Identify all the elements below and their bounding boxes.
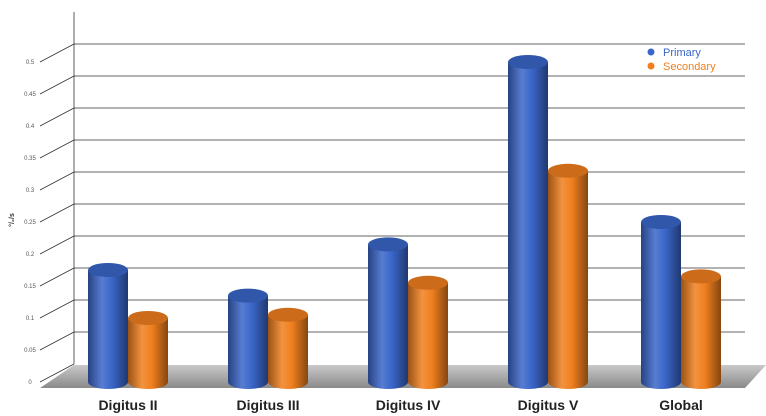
x-tick-label: Digitus V [518,397,579,413]
bar-top [88,263,128,277]
bar-secondary-digitus-v [548,163,588,389]
gridline-diagonal [39,171,75,191]
bar-body [681,276,721,389]
bar-body [508,62,548,389]
bar-body [88,270,128,389]
bar-top [228,288,268,303]
x-tick-label: Digitus II [98,397,157,413]
y-tick-label: 0.15 [24,284,36,290]
legend-label-primary: Primary [663,47,701,59]
bar-top [681,269,721,284]
bar-top [641,215,681,229]
x-tick-label: Digitus IV [376,397,441,413]
bar-secondary-digitus-iv [408,275,448,389]
gridline-diagonal [39,139,75,159]
bar-primary-digitus-iv [368,237,408,389]
gridline-diagonal [39,43,75,63]
x-tick-label: Global [659,397,703,413]
y-tick-label: 0.5 [26,60,35,66]
bar-primary-digitus-v [508,55,548,389]
gridline-diagonal [39,299,75,319]
bar-top [268,307,308,322]
bar-body [268,314,308,389]
y-tick-label: 0.25 [24,220,36,226]
bar-secondary-global [681,269,721,389]
gridline-diagonal [39,363,75,383]
bar-top [508,55,548,69]
y-axis-label: °/₂/s [8,213,16,227]
bar-secondary-digitus-iii [268,307,308,389]
legend-marker-secondary [647,62,655,70]
gridline-diagonal [39,331,75,351]
bar-body [368,244,408,389]
y-tick-label: 0.2 [26,252,35,258]
gridline-diagonal [39,107,75,127]
bar-primary-global [641,215,681,389]
y-tick-label: 0 [28,380,32,386]
y-tick-label: 0.35 [24,156,36,162]
bar-top [548,163,588,178]
bar-body [408,282,448,389]
bar-secondary-digitus-ii [128,311,168,389]
y-tick-label: 0.05 [24,348,36,354]
bar-primary-digitus-iii [228,288,268,389]
bar-body [641,222,681,389]
y-tick-label: 0.4 [26,124,35,130]
bar-body [228,295,268,389]
y-tick-label: 0.3 [26,188,35,194]
gridline-diagonal [39,235,75,255]
bar-body [548,170,588,389]
legend-marker-primary [647,48,655,56]
gridline-diagonal [39,267,75,287]
gridline-diagonal [39,75,75,95]
gridline-diagonal [39,203,75,223]
bar-top [128,311,168,325]
bar-top [408,275,448,290]
legend-label-secondary: Secondary [663,61,716,73]
x-tick-label: Digitus III [237,397,300,413]
bar-primary-digitus-ii [88,263,128,389]
y-tick-label: 0.1 [26,316,35,322]
bar-body [128,318,168,389]
y-tick-label: 0.45 [24,92,36,98]
bar-top [368,237,408,252]
